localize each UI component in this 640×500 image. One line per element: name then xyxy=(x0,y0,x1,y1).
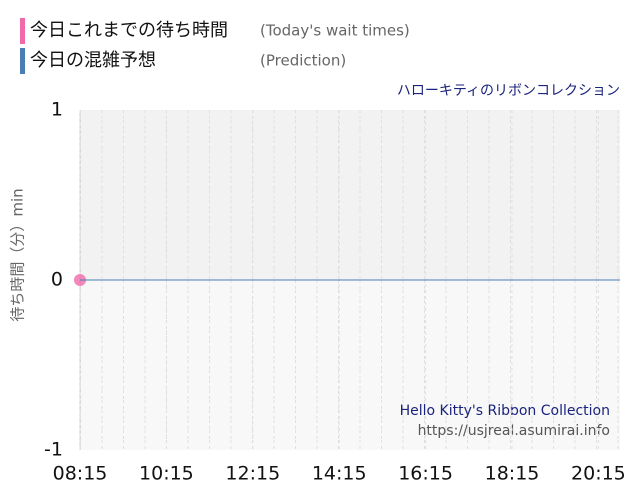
legend-swatch xyxy=(20,48,25,74)
x-tick-label: 08:15 xyxy=(53,463,108,485)
annotation: ハローキティのリボンコレクション xyxy=(397,83,620,99)
legend-subtitle: (Prediction) xyxy=(260,52,346,70)
legend-swatch xyxy=(20,18,25,44)
x-tick-label: 18:15 xyxy=(485,463,540,485)
x-tick-label: 10:15 xyxy=(139,463,194,485)
x-tick-label: 14:15 xyxy=(312,463,367,485)
x-tick-label: 20:15 xyxy=(571,463,626,485)
annotation: https://usjreal.asumirai.info xyxy=(418,423,610,439)
legend-subtitle: (Today's wait times) xyxy=(260,22,410,40)
legend-label: 今日これまでの待ち時間 xyxy=(30,20,228,41)
x-tick-label: 16:15 xyxy=(398,463,453,485)
y-tick-label: 0 xyxy=(51,269,63,291)
legend-label: 今日の混雑予想 xyxy=(30,50,156,71)
x-tick-label: 12:15 xyxy=(225,463,280,485)
y-axis-label: 待ち時間（分）min xyxy=(9,188,27,321)
y-tick-label: 1 xyxy=(51,99,63,121)
annotation: Hello Kitty's Ribbon Collection xyxy=(400,403,610,419)
y-tick-label: -1 xyxy=(44,439,63,461)
